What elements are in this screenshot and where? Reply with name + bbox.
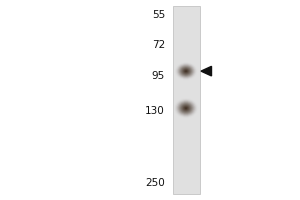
Polygon shape <box>201 66 211 76</box>
Ellipse shape <box>179 103 193 114</box>
Ellipse shape <box>177 64 195 79</box>
Ellipse shape <box>182 105 190 112</box>
Ellipse shape <box>181 104 191 113</box>
Ellipse shape <box>175 62 197 80</box>
Ellipse shape <box>183 69 189 74</box>
Ellipse shape <box>182 68 190 74</box>
Text: 95: 95 <box>152 71 165 81</box>
Ellipse shape <box>175 99 197 117</box>
Ellipse shape <box>178 65 194 78</box>
Ellipse shape <box>184 106 188 110</box>
Text: 72: 72 <box>152 40 165 50</box>
Text: 250: 250 <box>145 178 165 188</box>
Ellipse shape <box>176 100 196 116</box>
Ellipse shape <box>180 66 192 76</box>
Bar <box>172 6 200 194</box>
Ellipse shape <box>185 107 187 109</box>
Text: 130: 130 <box>145 106 165 116</box>
Ellipse shape <box>176 63 196 79</box>
Text: 55: 55 <box>152 10 165 20</box>
Ellipse shape <box>178 102 194 115</box>
Ellipse shape <box>174 98 198 118</box>
Ellipse shape <box>177 101 195 116</box>
Ellipse shape <box>184 69 188 73</box>
Ellipse shape <box>179 65 193 77</box>
Ellipse shape <box>181 67 191 75</box>
Ellipse shape <box>183 105 189 111</box>
Ellipse shape <box>185 70 187 72</box>
